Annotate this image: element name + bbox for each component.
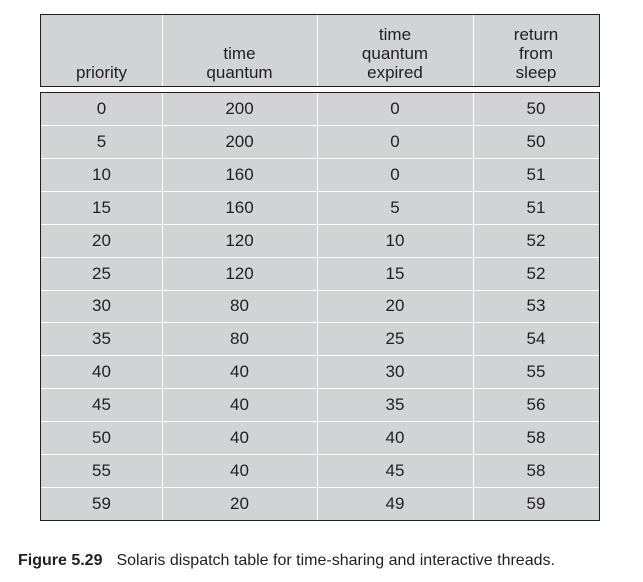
cell-time-quantum: 200 <box>225 99 254 119</box>
cell-return-from-sleep: 59 <box>526 493 546 513</box>
cell-time-quantum: 120 <box>225 230 254 250</box>
cell-return-from-sleep: 58 <box>526 460 546 480</box>
cell-return-from-sleep: 50 <box>526 99 546 119</box>
figure-label: Figure 5.29 <box>18 552 103 569</box>
cell-priority: 50 <box>92 427 111 447</box>
table-row: 45 40 35 56 <box>41 389 599 422</box>
header-time-quantum: time quantum <box>162 15 317 86</box>
figure-caption: Figure 5.29 Solaris dispatch table for ti… <box>18 552 555 570</box>
cell-time-quantum-expired: 35 <box>385 395 405 415</box>
row-divider <box>41 125 599 127</box>
row-divider <box>41 223 599 225</box>
cell-time-quantum-expired: 0 <box>390 132 400 152</box>
table-row: 5 200 0 50 <box>41 126 599 159</box>
cell-priority: 35 <box>92 329 111 349</box>
cell-return-from-sleep: 54 <box>526 329 546 349</box>
row-divider <box>41 388 599 390</box>
cell-return-from-sleep: 51 <box>526 165 546 185</box>
row-divider <box>41 289 599 291</box>
table-row: 15 160 5 51 <box>41 192 599 225</box>
cell-time-quantum-expired: 40 <box>385 427 405 447</box>
cell-return-from-sleep: 52 <box>526 230 546 250</box>
cell-return-from-sleep: 58 <box>526 427 546 447</box>
cell-priority: 59 <box>92 493 111 513</box>
cell-time-quantum: 40 <box>230 460 249 480</box>
cell-time-quantum-expired: 0 <box>390 165 400 185</box>
cell-priority: 25 <box>92 263 111 283</box>
header-label: return from sleep <box>513 25 559 82</box>
header-label: time quantum <box>206 44 273 82</box>
cell-priority: 30 <box>92 296 111 316</box>
cell-time-quantum: 20 <box>230 493 249 513</box>
cell-return-from-sleep: 56 <box>526 395 546 415</box>
cell-time-quantum-expired: 0 <box>390 99 400 119</box>
cell-time-quantum: 40 <box>230 362 249 382</box>
cell-time-quantum: 80 <box>230 329 249 349</box>
cell-time-quantum: 40 <box>230 427 249 447</box>
table-row: 20 120 10 52 <box>41 224 599 257</box>
table-row: 35 80 25 54 <box>41 323 599 356</box>
header-priority: priority <box>41 15 162 86</box>
table-body: 0 200 0 50 5 200 0 50 10 160 0 51 15 160 5 51 20 120 10 52 2… <box>40 92 600 521</box>
column-divider <box>317 93 318 520</box>
header-label: time quantum expired <box>361 25 429 82</box>
row-divider <box>41 158 599 160</box>
table-header: priority time quantum time quantum expired… <box>40 14 600 87</box>
header-time-quantum-expired: time quantum expired <box>317 15 473 86</box>
cell-time-quantum-expired: 20 <box>385 296 405 316</box>
table-row: 30 80 20 53 <box>41 290 599 323</box>
row-divider <box>41 256 599 258</box>
header-column-divider <box>162 15 163 86</box>
table-row: 25 120 15 52 <box>41 257 599 290</box>
header-return-from-sleep: return from sleep <box>473 15 599 86</box>
cell-time-quantum-expired: 10 <box>385 230 405 250</box>
row-divider <box>41 453 599 455</box>
table-row: 59 20 49 59 <box>41 487 599 520</box>
cell-time-quantum: 120 <box>225 263 254 283</box>
table-row: 10 160 0 51 <box>41 159 599 192</box>
cell-return-from-sleep: 51 <box>526 197 546 217</box>
cell-priority: 10 <box>92 165 111 185</box>
figure-caption-text: Solaris dispatch table for time-sharing … <box>116 552 555 569</box>
cell-time-quantum-expired: 25 <box>385 329 405 349</box>
cell-priority: 15 <box>92 197 111 217</box>
cell-priority: 40 <box>92 362 111 382</box>
cell-time-quantum-expired: 5 <box>390 197 400 217</box>
header-label: priority <box>75 63 127 82</box>
cell-time-quantum-expired: 30 <box>385 362 405 382</box>
cell-priority: 0 <box>96 99 107 119</box>
cell-return-from-sleep: 55 <box>526 362 546 382</box>
table-row: 0 200 0 50 <box>41 93 599 126</box>
cell-return-from-sleep: 53 <box>526 296 546 316</box>
row-divider <box>41 191 599 193</box>
cell-return-from-sleep: 52 <box>526 263 546 283</box>
cell-priority: 20 <box>92 230 111 250</box>
cell-priority: 5 <box>96 132 107 152</box>
cell-time-quantum: 80 <box>230 296 249 316</box>
cell-time-quantum-expired: 15 <box>385 263 405 283</box>
header-column-divider <box>473 15 474 86</box>
cell-time-quantum: 160 <box>225 197 254 217</box>
table-row: 40 40 30 55 <box>41 356 599 389</box>
cell-time-quantum: 160 <box>225 165 254 185</box>
cell-time-quantum: 40 <box>230 395 249 415</box>
cell-priority: 55 <box>92 460 111 480</box>
row-divider <box>41 322 599 324</box>
cell-priority: 45 <box>92 395 111 415</box>
table-row: 55 40 45 58 <box>41 454 599 487</box>
row-divider <box>41 355 599 357</box>
column-divider <box>473 93 474 520</box>
cell-time-quantum-expired: 49 <box>385 493 405 513</box>
row-divider <box>41 486 599 488</box>
row-divider <box>41 420 599 422</box>
table-row: 50 40 40 58 <box>41 421 599 454</box>
dispatch-table: priority time quantum time quantum expired… <box>40 14 600 521</box>
cell-time-quantum: 200 <box>225 132 254 152</box>
cell-time-quantum-expired: 45 <box>385 460 405 480</box>
cell-return-from-sleep: 50 <box>526 132 546 152</box>
column-divider <box>162 93 163 520</box>
header-column-divider <box>317 15 318 86</box>
